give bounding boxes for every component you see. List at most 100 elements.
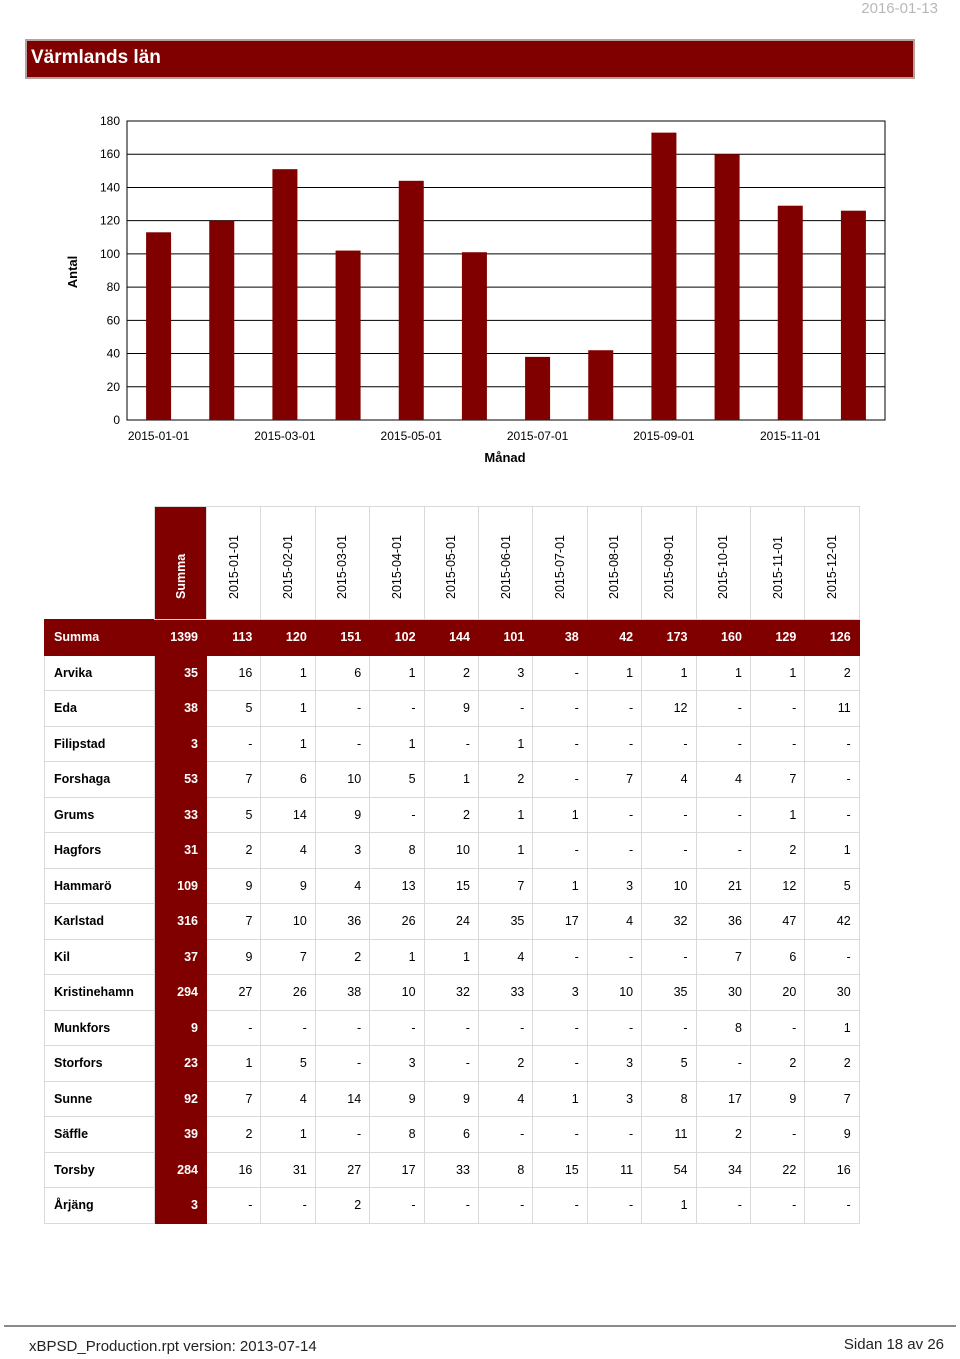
row-name: Säffle — [44, 1116, 155, 1153]
table-cell: 1 — [532, 1080, 588, 1117]
table-cell: 9 — [804, 1116, 860, 1153]
table-cell: - — [695, 690, 751, 727]
column-header-label: 2015-04-01 — [389, 535, 404, 599]
table-cell: 10 — [423, 832, 479, 869]
table-cell: 5 — [205, 690, 262, 727]
table-cell: - — [532, 938, 588, 975]
bar-2015-06-01 — [461, 252, 487, 420]
table-cell: - — [586, 938, 643, 975]
region-title-bar: Värmlands län — [25, 39, 915, 79]
table-cell: 2 — [749, 832, 806, 869]
table-row: Kristinehamn 294 27 26 38 10 32 33 3 10 35 30 20 30 — [44, 974, 860, 1011]
y-axis-label: Antal — [65, 256, 80, 289]
x-axis-label: Månad — [484, 450, 525, 465]
column-header: 2015-12-01 — [804, 506, 860, 620]
table-cell: - — [532, 1187, 588, 1224]
x-tick-label-2015-07-01: 2015-07-01 — [507, 429, 569, 443]
table-cell: 3 — [314, 832, 371, 869]
table-cell: 9 — [749, 1080, 806, 1117]
table-cell: 144 — [423, 619, 479, 656]
row-name: Munkfors — [44, 1009, 155, 1046]
table-cell: 27 — [205, 974, 262, 1011]
table-cell: 1 — [804, 832, 860, 869]
table-row: Torsby 284 16 31 27 17 33 8 15 11 54 34 22 16 — [44, 1151, 860, 1188]
row-name: Årjäng — [44, 1187, 155, 1224]
footer-report-name: xBPSD_Production.rpt version: 2013-07-14 — [29, 1338, 317, 1355]
column-header-label: 2015-05-01 — [444, 535, 459, 599]
table-cell: 3 — [477, 654, 534, 691]
column-header-label: 2015-10-01 — [716, 535, 731, 599]
table-cell: - — [314, 725, 371, 762]
total-row: Summa 1399 113 120 151 102 144 101 38 42 173 160 129… — [44, 619, 860, 656]
row-name: Arvika — [44, 654, 155, 691]
table-cell: 6 — [260, 761, 316, 798]
row-sum-cell: 3 — [154, 1187, 207, 1224]
row-name: Summa — [44, 619, 155, 656]
y-tick-label-0: 0 — [113, 413, 120, 427]
table-cell: 1 — [423, 761, 479, 798]
column-header: 2015-01-01 — [205, 506, 262, 620]
table-cell: - — [586, 796, 643, 833]
column-header-label: 2015-09-01 — [661, 535, 676, 599]
table-cell: 4 — [260, 1080, 316, 1117]
table-cell: - — [314, 1009, 371, 1046]
bar-2015-05-01 — [398, 180, 424, 420]
table-cell: 3 — [586, 1045, 643, 1082]
table-cell: 8 — [369, 1116, 425, 1153]
table-cell: - — [260, 1009, 316, 1046]
table-cell: 33 — [477, 974, 534, 1011]
monthly-table: Summa 2015-01-01 2015-02-01 2015-03-01 2015-… — [44, 506, 860, 1224]
row-name: Forshaga — [44, 761, 155, 798]
table-cell: 16 — [205, 1151, 262, 1188]
bar-2015-12-01 — [840, 210, 866, 420]
table-row: Forshaga 53 7 6 10 5 1 2-7 4 4 7- — [44, 761, 860, 798]
table-cell: 9 — [205, 867, 262, 904]
table-cell: - — [205, 1187, 262, 1224]
table-cell: 16 — [804, 1151, 860, 1188]
table-cell: 2 — [314, 1187, 371, 1224]
row-sum-cell: 92 — [154, 1080, 207, 1117]
column-header: 2015-11-01 — [749, 506, 806, 620]
table-cell: 11 — [804, 690, 860, 727]
table-cell: 47 — [749, 903, 806, 940]
table-cell: 42 — [586, 619, 643, 656]
plot-frame — [126, 120, 886, 421]
table-cell: - — [586, 1009, 643, 1046]
table-cell: - — [369, 1009, 425, 1046]
table-cell: 151 — [314, 619, 371, 656]
table-cell: - — [532, 654, 588, 691]
table-cell: 113 — [205, 619, 262, 656]
table-cell: 3 — [532, 974, 588, 1011]
table-cell: 21 — [695, 867, 751, 904]
table-cell: 10 — [369, 974, 425, 1011]
table-cell: 15 — [532, 1151, 588, 1188]
table-cell: 160 — [695, 619, 751, 656]
table-cell: - — [477, 1187, 534, 1224]
column-header-label: 2015-01-01 — [226, 535, 241, 599]
table-cell: 7 — [205, 903, 262, 940]
column-header: 2015-08-01 — [586, 506, 643, 620]
table-cell: 2 — [423, 796, 479, 833]
column-header: Summa — [154, 506, 207, 620]
table-cell: 1 — [532, 796, 588, 833]
row-sum-cell: 3 — [154, 725, 207, 762]
table-cell: - — [804, 796, 860, 833]
table-cell: 42 — [804, 903, 860, 940]
table-row: Eda 38 5 1- -9- - -12- -11 — [44, 690, 860, 727]
y-tick-label-180: 180 — [100, 114, 120, 128]
table-cell: - — [641, 832, 697, 869]
table-cell: - — [586, 832, 643, 869]
y-tick-label-40: 40 — [107, 347, 121, 361]
table-cell: - — [749, 1116, 806, 1153]
table-cell: - — [314, 1116, 371, 1153]
row-sum-cell: 9 — [154, 1009, 207, 1046]
table-cell: 8 — [477, 1151, 534, 1188]
table-row: Filipstad 3-1-1-1- - - - - - — [44, 725, 860, 762]
bar-2015-03-01 — [272, 169, 298, 420]
chart-grid — [126, 120, 886, 421]
table-cell: 12 — [641, 690, 697, 727]
table-cell: 7 — [804, 1080, 860, 1117]
table-cell: 36 — [314, 903, 371, 940]
row-sum-cell: 35 — [154, 654, 207, 691]
table-cell: - — [804, 938, 860, 975]
